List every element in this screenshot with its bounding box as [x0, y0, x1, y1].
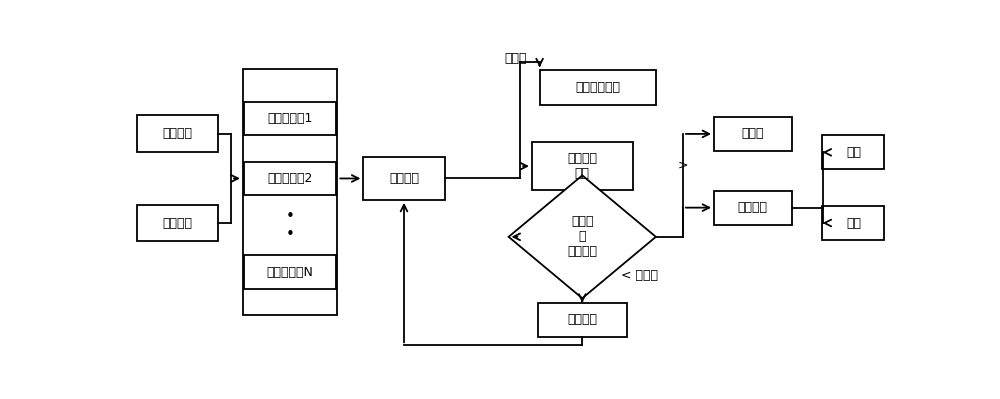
Text: 查询时: 查询时	[505, 52, 527, 65]
Text: 监测主板: 监测主板	[389, 172, 419, 185]
Bar	[532, 142, 633, 190]
Bar	[244, 162, 336, 196]
Text: 短信: 短信	[846, 146, 861, 159]
Text: •
•: • •	[286, 209, 295, 241]
Bar	[244, 102, 336, 135]
Text: 电话: 电话	[846, 217, 861, 229]
Text: 激光测距代2: 激光测距代2	[267, 172, 313, 185]
Bar	[822, 135, 884, 169]
Text: 位移值
或
变化速率: 位移值 或 变化速率	[567, 215, 597, 258]
Text: >: >	[678, 158, 688, 171]
Text: 警号响: 警号响	[742, 127, 764, 140]
Text: 数据无线传输: 数据无线传输	[575, 81, 620, 94]
Bar	[714, 117, 792, 151]
Text: 无线模块: 无线模块	[738, 201, 768, 214]
Text: < 设定值: < 设定值	[621, 269, 658, 282]
Text: 激光测距仯N: 激光测距仯N	[267, 266, 314, 279]
Polygon shape	[509, 176, 656, 298]
Text: 关闭系统: 关闭系统	[567, 313, 597, 326]
Bar	[714, 191, 792, 225]
Text: 定时启动: 定时启动	[163, 127, 193, 140]
Bar	[244, 255, 336, 289]
Bar	[822, 206, 884, 240]
Bar	[363, 157, 445, 200]
Bar	[243, 69, 337, 315]
Bar	[137, 115, 218, 152]
Bar	[538, 303, 627, 337]
Text: 短信启动: 短信启动	[163, 217, 193, 229]
Text: 数据显示
贮存: 数据显示 贮存	[567, 152, 597, 180]
Text: 激光测距代1: 激光测距代1	[267, 112, 313, 125]
Bar	[137, 205, 218, 241]
Bar	[540, 70, 656, 105]
